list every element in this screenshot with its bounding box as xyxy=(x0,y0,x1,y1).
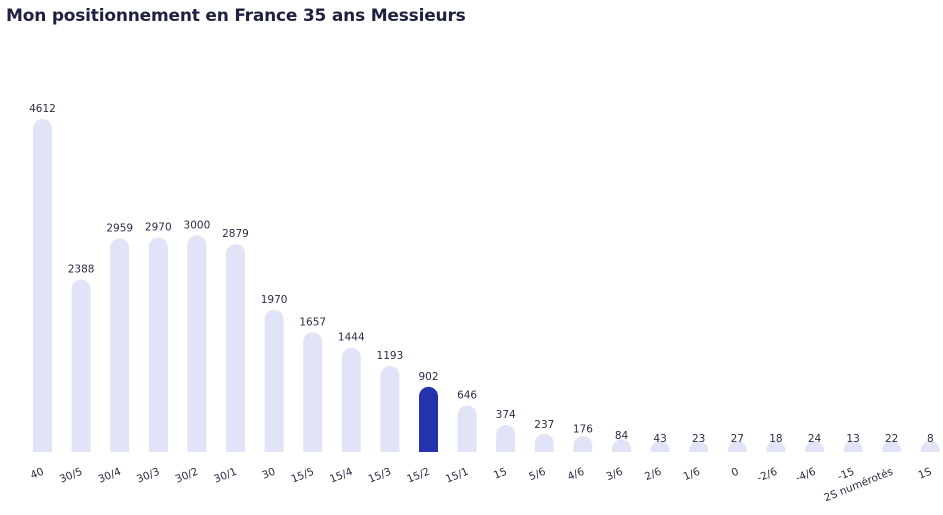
x-tick-label: -2/6 xyxy=(755,466,779,485)
bar-30/2 xyxy=(187,235,207,452)
bar-5/6 xyxy=(534,433,554,452)
value-label: 13 xyxy=(846,433,859,445)
x-tick-label: 1S xyxy=(917,466,934,482)
bar-15/5 xyxy=(303,332,323,452)
value-label: 1657 xyxy=(299,316,326,328)
value-label: 374 xyxy=(496,409,516,421)
value-label: 176 xyxy=(573,423,593,435)
bar-1S xyxy=(920,441,940,452)
bar-3/6 xyxy=(612,439,631,452)
value-label: 2388 xyxy=(68,264,95,276)
value-label: 8 xyxy=(927,433,934,445)
value-label: 1970 xyxy=(261,294,288,306)
bar-30/1 xyxy=(226,244,245,452)
x-tick-label: 30/2 xyxy=(174,466,200,486)
x-tick-label: 15/3 xyxy=(367,466,393,486)
value-label: 27 xyxy=(731,433,744,445)
value-label: 3000 xyxy=(184,219,211,231)
value-label: 2879 xyxy=(222,228,249,240)
bar-30 xyxy=(264,309,284,452)
x-tick-label: 5/6 xyxy=(527,466,547,484)
bar--4/6 xyxy=(805,441,824,452)
value-label: 1444 xyxy=(338,332,365,344)
bar-15 xyxy=(496,424,516,452)
x-tick-label: 15/4 xyxy=(328,466,355,486)
x-tick-label: 0 xyxy=(730,466,741,480)
bar-1/6 xyxy=(689,441,709,452)
bar-2S numérotés xyxy=(882,441,902,452)
x-tick-label: -15 xyxy=(836,466,856,484)
x-tick-label: 15/2 xyxy=(405,466,431,486)
bar-4/6 xyxy=(573,436,593,452)
x-tick-label: 2S numérotés xyxy=(822,466,894,505)
x-tick-label: 30/3 xyxy=(135,466,161,486)
value-label: 2959 xyxy=(106,222,133,234)
bar-30/3 xyxy=(148,237,168,452)
bar-15/3 xyxy=(380,365,400,452)
x-tick-label: 15 xyxy=(492,466,509,482)
bar-30/4 xyxy=(110,238,130,452)
value-label: 646 xyxy=(457,389,477,401)
bar-2/6 xyxy=(650,440,670,452)
x-tick-label: -4/6 xyxy=(794,466,818,485)
value-label: 23 xyxy=(692,433,705,445)
bar-15/4 xyxy=(341,347,361,452)
value-label: 43 xyxy=(653,433,666,445)
x-tick-label: 4/6 xyxy=(566,466,586,484)
value-label: 18 xyxy=(769,433,782,445)
x-tick-label: 15/1 xyxy=(444,466,470,486)
x-tick-label: 3/6 xyxy=(604,466,624,484)
x-tick-label: 30/5 xyxy=(58,466,84,486)
bar-0 xyxy=(727,441,747,452)
value-label: 2970 xyxy=(145,222,172,234)
value-label: 22 xyxy=(885,433,898,445)
value-label: 902 xyxy=(418,371,438,383)
x-tick-label: 1/6 xyxy=(682,466,702,484)
bar-15/2 xyxy=(419,386,438,452)
x-tick-label: 30/4 xyxy=(96,466,123,486)
value-label: 237 xyxy=(534,419,554,431)
value-label: 84 xyxy=(615,430,629,442)
bar-30/5 xyxy=(71,279,91,452)
chart-title: Mon positionnement en France 35 ans Mess… xyxy=(6,6,466,26)
bar-40 xyxy=(33,119,52,452)
x-tick-label: 15/5 xyxy=(289,466,315,486)
value-label: 24 xyxy=(808,433,822,445)
x-tick-label: 40 xyxy=(29,466,46,482)
x-tick-label: 30 xyxy=(260,466,277,482)
x-tick-label: 2/6 xyxy=(643,466,663,484)
value-label: 1193 xyxy=(377,350,404,362)
x-tick-label: 30/1 xyxy=(212,466,238,486)
value-label: 4612 xyxy=(29,103,56,115)
bar-15/1 xyxy=(457,405,477,452)
bar--15 xyxy=(843,441,863,452)
bar--2/6 xyxy=(766,441,786,452)
